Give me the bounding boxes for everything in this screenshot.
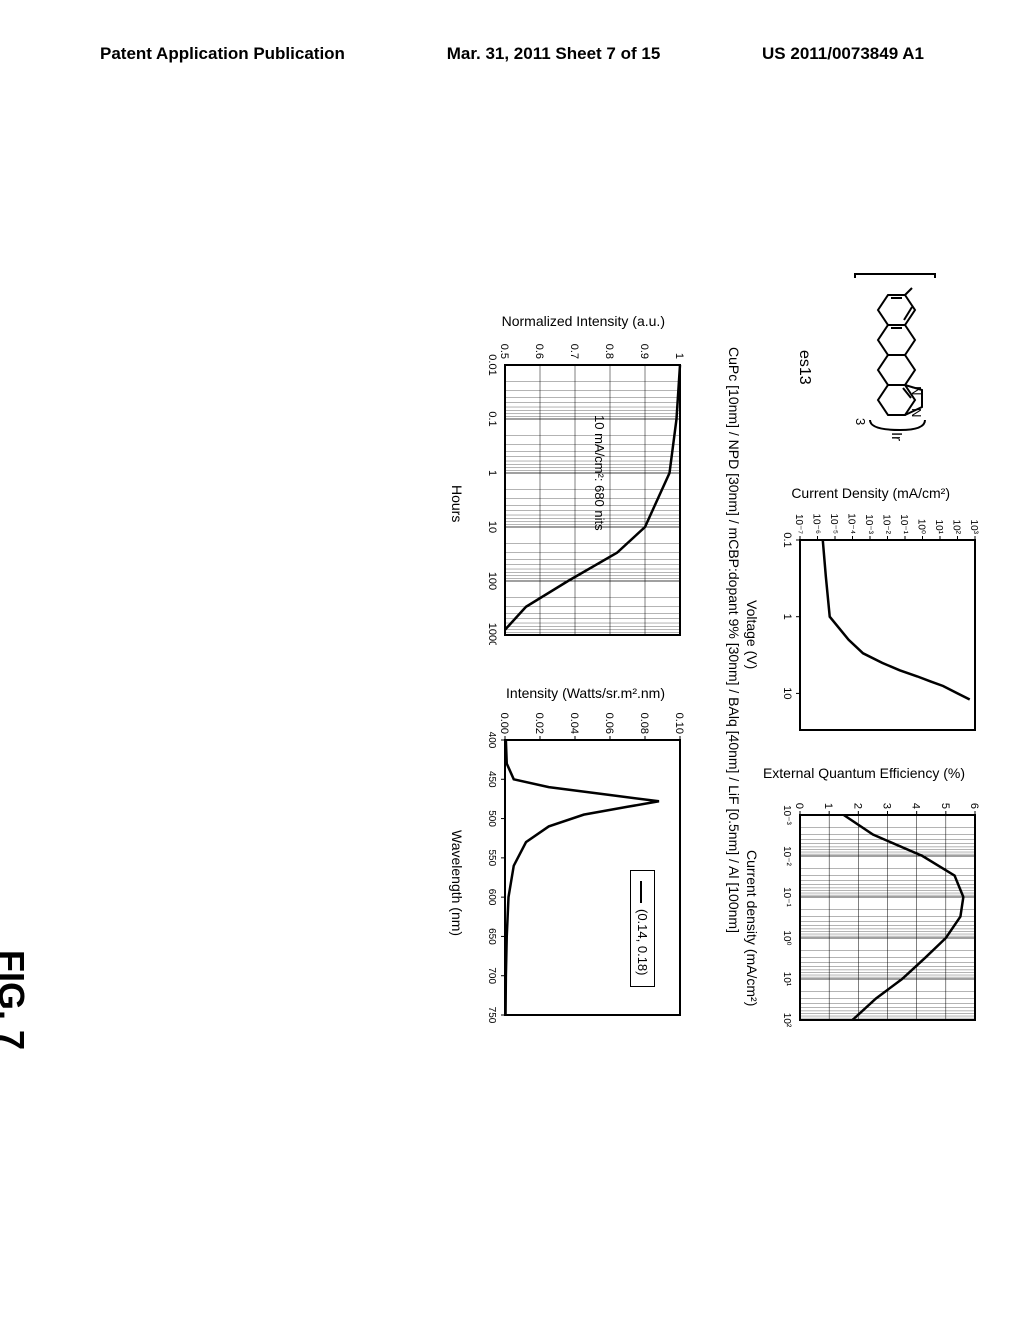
jv-xlabel: Voltage (V) <box>744 600 760 669</box>
svg-text:0.10: 0.10 <box>673 713 685 734</box>
svg-text:1: 1 <box>673 353 685 359</box>
svg-text:10²: 10² <box>781 1013 792 1028</box>
svg-text:10⁻⁷: 10⁻⁷ <box>793 514 804 534</box>
svg-text:10⁻¹: 10⁻¹ <box>781 887 792 907</box>
svg-text:10²: 10² <box>951 520 962 535</box>
svg-text:10⁻²: 10⁻² <box>781 846 792 866</box>
svg-text:450: 450 <box>486 771 497 788</box>
svg-text:10⁻³: 10⁻³ <box>781 805 792 825</box>
svg-text:500: 500 <box>486 810 497 827</box>
svg-text:10⁻³: 10⁻³ <box>863 514 874 534</box>
svg-text:0.08: 0.08 <box>638 713 650 734</box>
svg-text:0.04: 0.04 <box>568 713 580 734</box>
svg-text:3: 3 <box>853 418 868 425</box>
svg-text:10: 10 <box>486 521 498 533</box>
header-right: US 2011/0073849 A1 <box>762 44 924 64</box>
svg-text:10⁻⁵: 10⁻⁵ <box>828 513 839 534</box>
svg-text:700: 700 <box>486 967 497 984</box>
header-left: Patent Application Publication <box>100 44 345 64</box>
svg-text:1: 1 <box>822 803 834 809</box>
jv-chart: 10⁻⁷ 10⁻⁶ 10⁻⁵ 10⁻⁴ 10⁻³ 10⁻² 10⁻¹ 10⁰ 10¹ 10² 10³… <box>760 490 985 740</box>
svg-text:Ir: Ir <box>888 432 905 441</box>
svg-text:0.5: 0.5 <box>498 344 510 359</box>
svg-text:1: 1 <box>486 470 498 476</box>
svg-text:400: 400 <box>486 732 497 749</box>
svg-text:0: 0 <box>793 803 805 809</box>
svg-text:10⁰: 10⁰ <box>781 930 792 945</box>
svg-text:650: 650 <box>486 928 497 945</box>
svg-text:10³: 10³ <box>968 520 979 535</box>
spectrum-chart-svg: 0.00 0.02 0.04 0.06 0.08 0.10 400 450 500 550 600… <box>465 685 690 1025</box>
svg-text:0.8: 0.8 <box>603 344 615 359</box>
svg-text:10⁻²: 10⁻² <box>881 514 892 534</box>
molecule-label: es13 <box>795 350 813 385</box>
eqe-chart: 0123456 10⁻³10⁻²10⁻¹10⁰10¹10² External Q… <box>760 770 985 1030</box>
svg-text:0.1: 0.1 <box>781 532 793 547</box>
spectrum-legend-text: (0.14, 0.18) <box>635 909 650 976</box>
molecule-structure: N N Ir 3 es13 <box>790 270 970 470</box>
svg-text:0.00: 0.00 <box>498 713 510 734</box>
svg-text:600: 600 <box>486 889 497 906</box>
svg-text:100: 100 <box>486 572 498 590</box>
svg-text:0.02: 0.02 <box>533 713 545 734</box>
svg-text:0.01: 0.01 <box>486 354 498 375</box>
svg-text:10⁻⁴: 10⁻⁴ <box>846 513 857 534</box>
svg-text:0.7: 0.7 <box>568 344 580 359</box>
svg-text:10⁻⁶: 10⁻⁶ <box>811 513 822 534</box>
svg-text:0.06: 0.06 <box>603 713 615 734</box>
svg-text:0.6: 0.6 <box>533 344 545 359</box>
spectrum-chart: 0.00 0.02 0.04 0.06 0.08 0.10 400 450 500 550 600… <box>465 685 690 1025</box>
svg-text:1000: 1000 <box>486 623 498 645</box>
svg-text:5: 5 <box>939 803 951 809</box>
svg-text:3: 3 <box>881 803 893 809</box>
svg-text:2: 2 <box>851 803 863 809</box>
jv-chart-svg: 10⁻⁷ 10⁻⁶ 10⁻⁵ 10⁻⁴ 10⁻³ 10⁻² 10⁻¹ 10⁰ 10¹ 10² 10³… <box>760 490 985 740</box>
svg-text:0.9: 0.9 <box>638 344 650 359</box>
lifetime-chart: 0.5 0.6 0.7 0.8 0.9 1 0.01 0.1 1 10 100 1000 10 mA… <box>465 315 690 645</box>
eqe-ylabel: External Quantum Efficiency (%) <box>763 765 965 781</box>
svg-text:550: 550 <box>486 850 497 867</box>
svg-text:10¹: 10¹ <box>933 520 944 535</box>
figure-content: N N Ir 3 es13 10⁻⁷10⁻⁶10⁻⁵10⁻⁴10⁻³10⁻²10… <box>10 260 990 1020</box>
svg-text:4: 4 <box>910 803 922 809</box>
device-structure-text: CuPc [10nm] / NPD [30nm] / mCBP:dopant 9… <box>726 260 742 1020</box>
svg-text:750: 750 <box>486 1007 497 1024</box>
header-center: Mar. 31, 2011 Sheet 7 of 15 <box>447 44 661 64</box>
svg-text:10⁰: 10⁰ <box>916 519 927 534</box>
svg-text:10⁻¹: 10⁻¹ <box>898 514 909 534</box>
figure-label: FIG. 7 <box>0 950 32 1050</box>
eqe-xlabel: Current density (mA/cm²) <box>744 850 760 1006</box>
svg-text:1: 1 <box>781 614 793 620</box>
svg-text:6: 6 <box>968 803 980 809</box>
svg-text:N: N <box>909 386 924 395</box>
lifetime-ylabel: Normalized Intensity (a.u.) <box>502 313 665 329</box>
svg-text:0.1: 0.1 <box>486 411 498 426</box>
svg-text:10: 10 <box>781 687 793 699</box>
svg-text:10 mA/cm²: 680 nits: 10 mA/cm²: 680 nits <box>592 415 607 531</box>
svg-text:N: N <box>909 408 924 417</box>
eqe-chart-svg: 0 1 2 3 4 5 6 10⁻³ 10⁻² 10⁻¹ 10⁰ 10¹ 10² <box>760 770 985 1030</box>
spectrum-ylabel: Intensity (Watts/sr.m².nm) <box>506 685 665 701</box>
spectrum-xlabel: Wavelength (nm) <box>449 830 465 936</box>
lifetime-chart-svg: 0.5 0.6 0.7 0.8 0.9 1 0.01 0.1 1 10 100 1000 10 mA… <box>465 315 690 645</box>
spectrum-legend: (0.14, 0.18) <box>630 870 655 987</box>
lifetime-xlabel: Hours <box>449 485 465 522</box>
jv-ylabel: Current Density (mA/cm²) <box>791 485 950 501</box>
svg-text:10¹: 10¹ <box>781 972 792 987</box>
